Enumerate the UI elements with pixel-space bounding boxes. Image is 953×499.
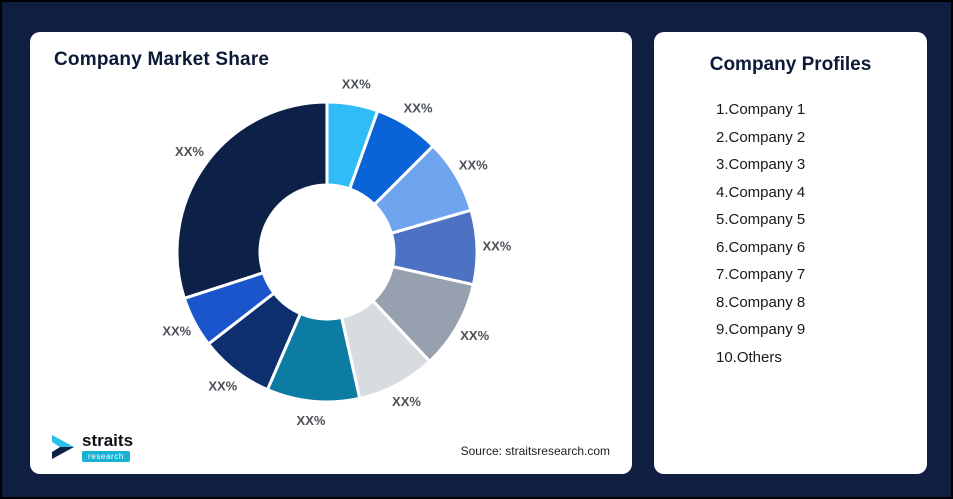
segment-label: XX% — [297, 413, 326, 428]
logo-text: straits research — [82, 432, 133, 462]
segment-label: XX% — [392, 394, 421, 409]
donut-segment — [175, 100, 329, 300]
segment-label: XX% — [404, 101, 433, 116]
logo-brand-text: straits — [82, 431, 134, 450]
chart-title: Company Market Share — [54, 49, 270, 70]
profile-list-item: 1.Company 1 — [716, 101, 806, 118]
profile-list-item: 6.Company 6 — [716, 238, 806, 256]
company-profiles-card: Company Profiles 1.Company 1 2.Company 2 3… — [654, 32, 927, 474]
profile-list-item: 8.Company 8 — [716, 293, 806, 311]
straits-logo: straits research — [50, 432, 133, 462]
market-share-card: Company Market Share XX% XX% XX% XX% XX% XX% X… — [30, 32, 632, 474]
profile-list-item: 10.Others — [716, 348, 782, 366]
profile-list-item: 7.Company 7 — [716, 266, 806, 283]
source-text: Source: straitsresearch.com — [460, 444, 610, 458]
segment-label: XX% — [482, 239, 511, 254]
segment-label: XX% — [459, 158, 488, 173]
logo-subbrand-text: research — [82, 451, 130, 462]
segment-label: XX% — [162, 324, 191, 339]
segment-label: XX% — [175, 144, 204, 159]
profiles-title: Company Profiles — [709, 54, 872, 75]
profiles-list: 1.Company 1 2.Company 2 3.Company 3 4.Compa… — [654, 76, 927, 371]
segment-label: XX% — [460, 328, 489, 343]
profile-list-item: 3.Company 3 — [716, 156, 806, 173]
profile-list-item: 9.Company 9 — [716, 321, 806, 338]
donut-chart: XX% XX% XX% XX% XX% XX% XX% XX% XX% XX% — [162, 77, 511, 429]
profile-list-item: 5.Company 5 — [716, 211, 806, 228]
straits-logo-icon — [52, 435, 74, 459]
profile-list-item: 4.Company 4 — [716, 183, 806, 201]
segment-label: XX% — [208, 378, 237, 393]
profile-list-item: 2.Company 2 — [716, 128, 806, 146]
segment-label: XX% — [342, 77, 371, 92]
